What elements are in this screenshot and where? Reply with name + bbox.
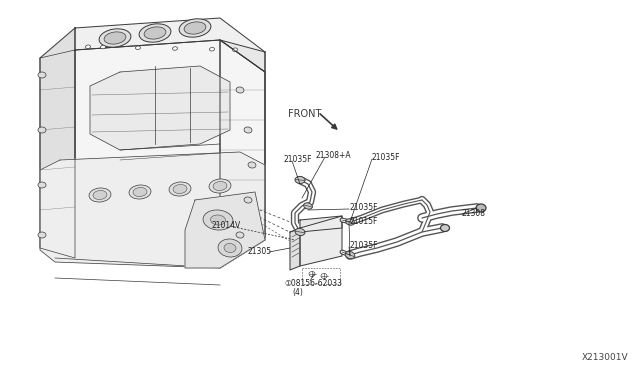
Ellipse shape <box>99 29 131 47</box>
Ellipse shape <box>203 210 233 230</box>
Ellipse shape <box>209 179 231 193</box>
Text: 21035F: 21035F <box>372 153 401 161</box>
Text: 21035F: 21035F <box>349 241 378 250</box>
Ellipse shape <box>169 182 191 196</box>
Ellipse shape <box>184 22 206 34</box>
Ellipse shape <box>244 127 252 133</box>
Text: 21035F: 21035F <box>283 155 312 164</box>
Text: ①08156-62033: ①08156-62033 <box>284 279 342 288</box>
Text: FRONT: FRONT <box>288 109 321 119</box>
Ellipse shape <box>295 176 305 183</box>
Ellipse shape <box>144 27 166 39</box>
Ellipse shape <box>133 187 147 196</box>
Ellipse shape <box>104 32 126 44</box>
Polygon shape <box>75 18 265 72</box>
Polygon shape <box>290 228 300 270</box>
Polygon shape <box>220 40 265 268</box>
Ellipse shape <box>89 188 111 202</box>
Polygon shape <box>40 28 75 248</box>
Text: 21014V: 21014V <box>212 221 241 231</box>
Ellipse shape <box>100 45 106 49</box>
Polygon shape <box>185 192 265 268</box>
Polygon shape <box>300 216 342 266</box>
Ellipse shape <box>236 232 244 238</box>
Text: 21308: 21308 <box>462 208 486 218</box>
Ellipse shape <box>232 48 237 51</box>
Ellipse shape <box>345 251 355 259</box>
Text: 21305: 21305 <box>248 247 272 257</box>
Text: 21015F: 21015F <box>349 217 378 225</box>
Ellipse shape <box>213 182 227 190</box>
Text: 21035F: 21035F <box>349 203 378 212</box>
Ellipse shape <box>244 197 252 203</box>
Polygon shape <box>75 40 265 268</box>
Ellipse shape <box>248 162 256 168</box>
Ellipse shape <box>179 19 211 37</box>
Ellipse shape <box>309 272 315 276</box>
Polygon shape <box>300 216 342 232</box>
Ellipse shape <box>93 190 107 199</box>
Ellipse shape <box>173 47 177 50</box>
Ellipse shape <box>38 127 46 133</box>
Text: 21308+A: 21308+A <box>316 151 351 160</box>
Ellipse shape <box>236 87 244 93</box>
Ellipse shape <box>218 239 242 257</box>
Text: (4): (4) <box>292 288 303 296</box>
Ellipse shape <box>321 273 327 279</box>
Ellipse shape <box>173 185 187 193</box>
Ellipse shape <box>295 228 305 235</box>
Ellipse shape <box>346 219 355 225</box>
Ellipse shape <box>136 46 141 49</box>
Ellipse shape <box>38 232 46 238</box>
Ellipse shape <box>139 24 171 42</box>
Polygon shape <box>90 66 230 150</box>
Text: X213001V: X213001V <box>581 353 628 362</box>
Ellipse shape <box>224 244 236 253</box>
Ellipse shape <box>209 48 214 51</box>
Ellipse shape <box>129 185 151 199</box>
Ellipse shape <box>476 204 486 212</box>
Ellipse shape <box>211 215 225 225</box>
Ellipse shape <box>38 72 46 78</box>
Ellipse shape <box>86 45 90 48</box>
Polygon shape <box>40 152 265 268</box>
Ellipse shape <box>38 182 46 188</box>
Ellipse shape <box>440 224 449 231</box>
Ellipse shape <box>303 203 312 209</box>
